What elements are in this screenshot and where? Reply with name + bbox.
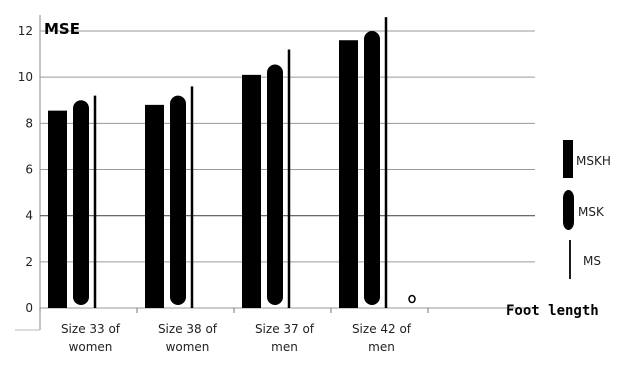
legend-swatch-mskh xyxy=(563,140,573,178)
y-tick-label: 0 xyxy=(25,301,33,315)
bar-msk xyxy=(73,100,89,305)
x-axis-title: Foot length xyxy=(506,303,599,319)
x-tick-label: Size 38 of xyxy=(158,322,218,336)
bar-msk xyxy=(170,95,186,305)
bar-mskh xyxy=(48,110,67,308)
x-tick-label: women xyxy=(166,340,210,354)
y-tick-label: 4 xyxy=(25,209,33,223)
x-tick-label: Size 33 of xyxy=(61,322,121,336)
x-tick-label: Size 42 of xyxy=(352,322,412,336)
legend-swatch-msk xyxy=(563,190,574,230)
legend-label-ms: MS xyxy=(583,254,601,268)
y-tick-label: 12 xyxy=(18,24,33,38)
x-tick-label: men xyxy=(271,340,298,354)
y-tick-label: 2 xyxy=(25,255,33,269)
legend-label-msk: MSK xyxy=(578,205,605,219)
y-tick-label: 6 xyxy=(25,163,33,177)
x-tick-label: men xyxy=(368,340,395,354)
zero-marker xyxy=(408,294,416,304)
bar-msk xyxy=(267,64,283,306)
y-tick-label: 10 xyxy=(18,70,33,84)
bar-mskh xyxy=(145,104,164,308)
bar-mskh xyxy=(242,74,261,308)
x-tick-label: women xyxy=(69,340,113,354)
bar-mskh xyxy=(339,40,358,308)
legend-label-mskh: MSKH xyxy=(576,154,611,168)
y-tick-label: 8 xyxy=(25,116,33,130)
y-axis-title: MSE xyxy=(44,20,80,38)
x-tick-label: Size 37 of xyxy=(255,322,315,336)
bar-msk xyxy=(364,31,380,305)
